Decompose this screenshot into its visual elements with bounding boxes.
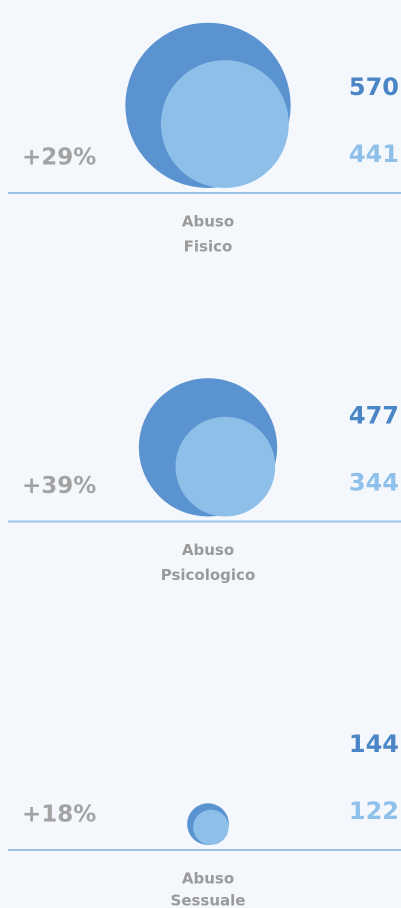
category-label: Fisico [184,238,233,256]
bubble-inner [175,416,276,517]
value-label: 570 [349,73,399,101]
bubble-inner [193,809,229,845]
change-label: +39% [22,473,96,499]
category-label: Sessuale [171,892,246,908]
value-label: 344 [349,469,399,497]
value-label: 441 [349,140,399,168]
change-label: +29% [22,145,96,171]
value-label: 144 [349,730,399,758]
value-label: 477 [349,402,399,430]
category-label: Abuso [182,870,234,888]
category-label: Abuso [182,541,234,559]
category-label: Abuso [182,213,234,231]
bubble-inner [160,60,289,188]
category-label: Psicologico [161,566,256,584]
change-label: +18% [22,802,96,828]
value-label: 122 [349,797,399,825]
